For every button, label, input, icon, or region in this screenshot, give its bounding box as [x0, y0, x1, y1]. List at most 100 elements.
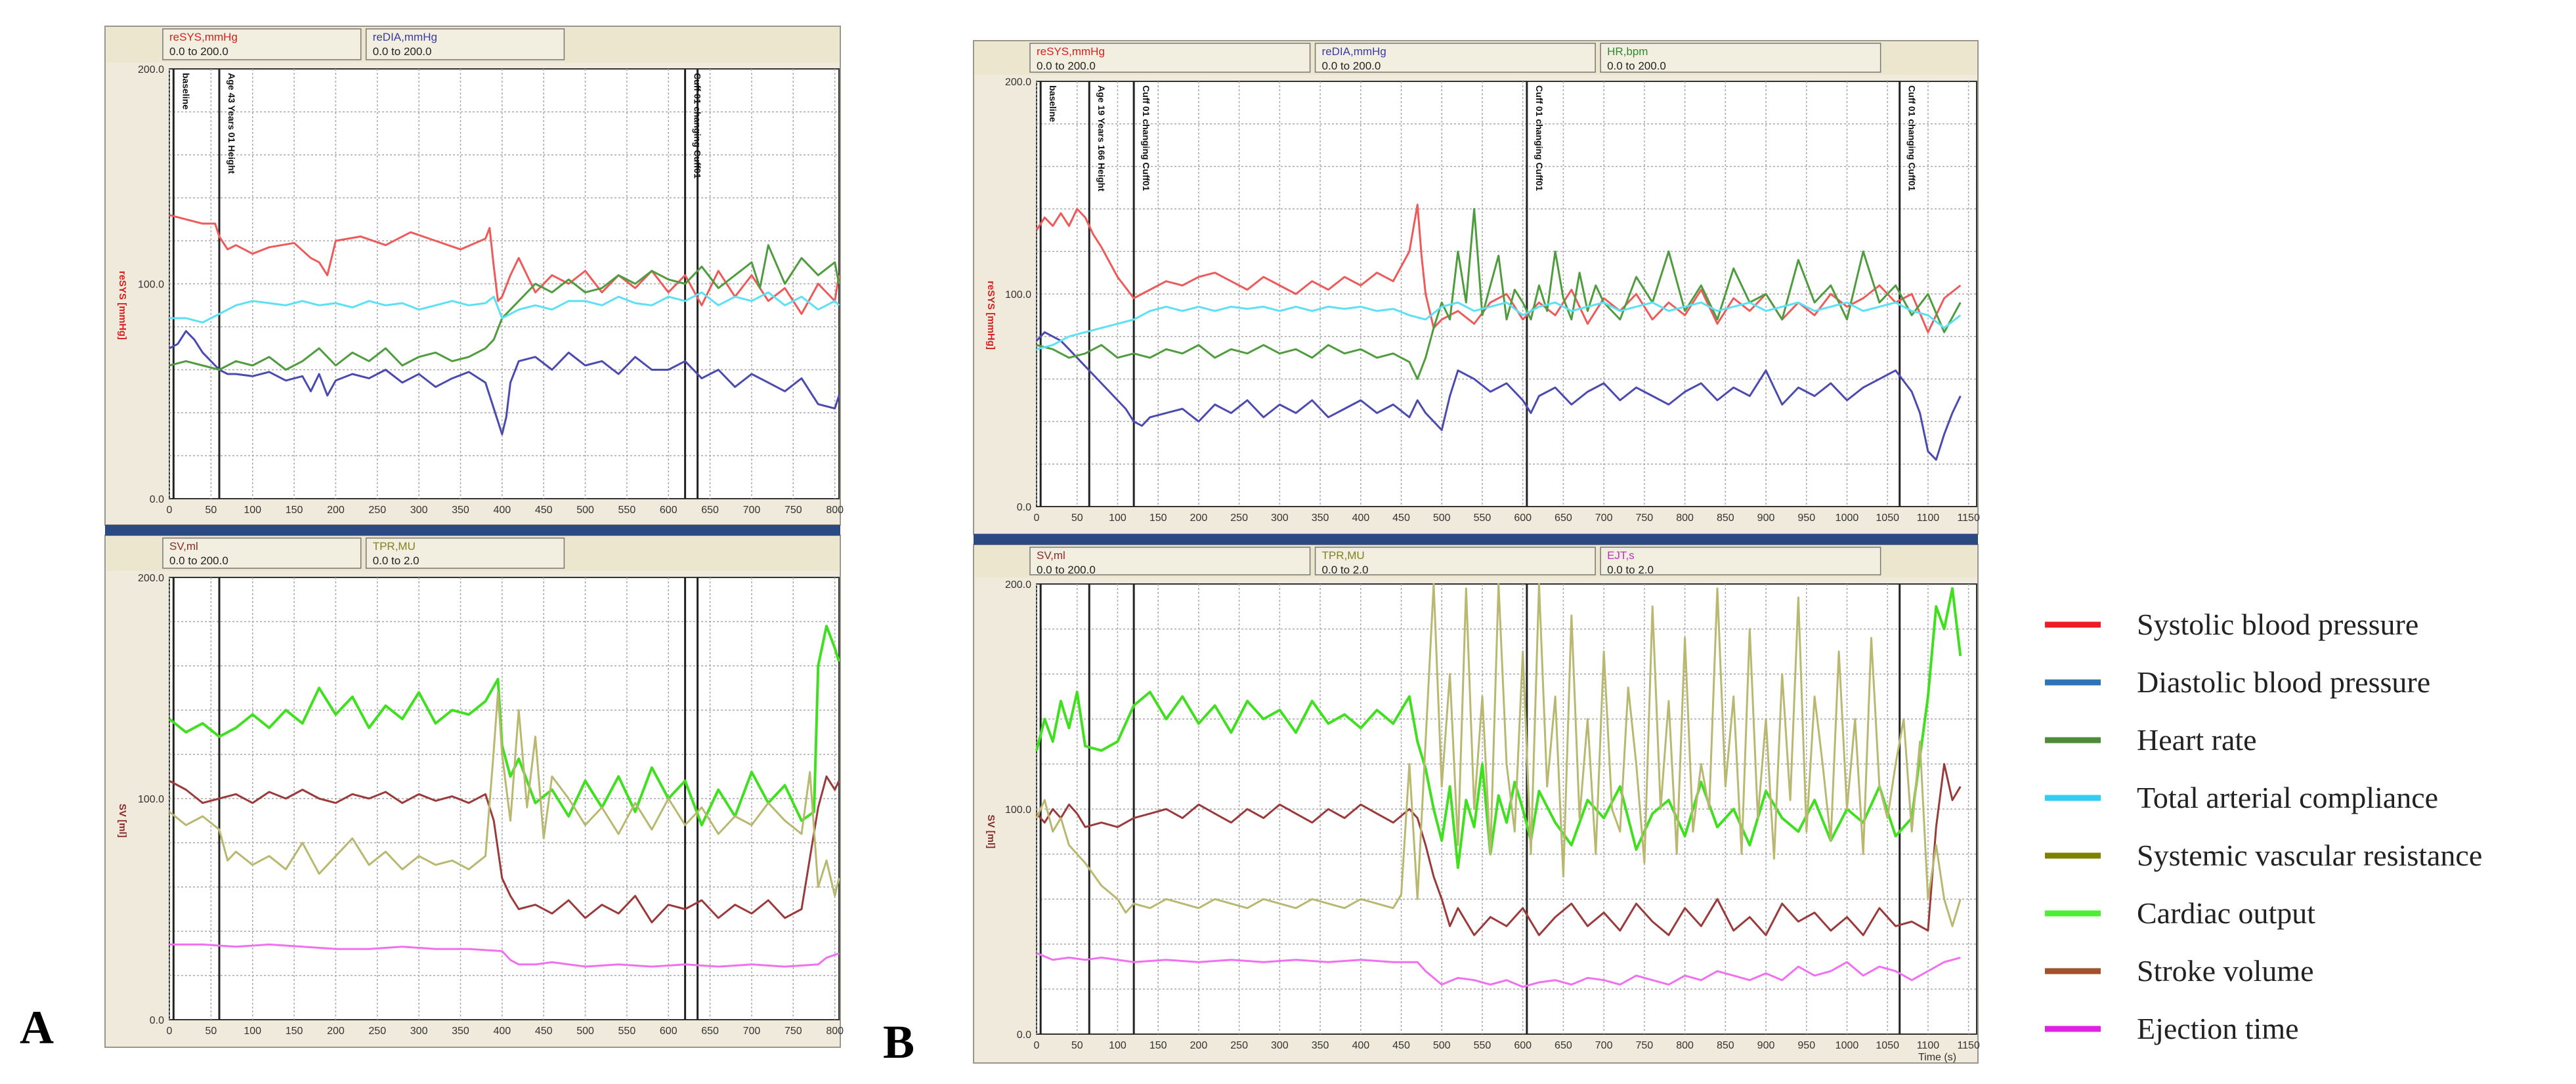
x-tick-label: 700	[1595, 512, 1613, 524]
grid	[1036, 584, 1977, 1034]
channel-name-0: reSYS,mmHg	[169, 31, 238, 43]
grid	[169, 577, 839, 1020]
x-tick-label: 800	[826, 1026, 844, 1037]
channel-range-2: 0.0 to 200.0	[1607, 60, 1666, 72]
channel-name-1: TPR,MU	[373, 540, 416, 552]
x-tick-label: 0	[167, 1026, 173, 1037]
x-tick-label: 450	[1392, 512, 1410, 524]
x-tick-label: 50	[205, 505, 217, 516]
y-tick-label: 100.0	[1005, 804, 1031, 816]
x-tick-label: 450	[535, 505, 553, 516]
x-tick-label: 150	[286, 1026, 303, 1037]
x-tick-label: 0	[167, 505, 173, 516]
x-tick-label: 850	[1717, 512, 1734, 524]
channel-range-0: 0.0 to 200.0	[169, 554, 228, 567]
series-line-systemic-vascular-resistance	[1035, 583, 1962, 927]
x-tick-label: 750	[1636, 1040, 1654, 1051]
channel-name-1: reDIA,mmHg	[373, 31, 437, 43]
x-tick-label: 100	[1109, 512, 1127, 524]
x-tick-label: 300	[410, 505, 428, 516]
x-tick-label: 350	[452, 1026, 469, 1037]
x-tick-label: 350	[1312, 1040, 1329, 1051]
x-tick-label: 900	[1757, 512, 1775, 524]
x-tick-label: 350	[1312, 512, 1329, 524]
x-tick-label: 500	[1433, 512, 1451, 524]
x-tick-label: 1050	[1876, 1040, 1899, 1051]
series-line-heart-rate	[1036, 207, 1962, 381]
x-tick-label: 650	[701, 1026, 719, 1037]
x-tick-label: 400	[493, 1026, 511, 1037]
x-tick-label: 800	[1676, 1040, 1694, 1051]
chart-a-bottom: SV,ml 0.0 to 200.0 TPR,MU 0.0 to 2.0 0 50 100 1…	[104, 535, 844, 1048]
x-tick-label: 300	[1271, 1040, 1289, 1051]
series-line-systemic-vascular-resistance	[169, 691, 840, 897]
channel-range-1: 0.0 to 2.0	[373, 554, 419, 567]
channel-name-0: SV,ml	[1037, 549, 1065, 562]
x-tick-label: 0	[1034, 1040, 1040, 1051]
x-tick-label: 150	[1149, 1040, 1167, 1051]
y-axis-label: reSYS [mmHg]	[985, 281, 997, 350]
chart-a-top: reSYS,mmHg 0.0 to 200.0 reDIA,mmHg 0.0 to 2…	[104, 26, 844, 526]
x-tick-label: 400	[493, 505, 511, 516]
x-tick-label: 500	[1433, 1040, 1451, 1051]
x-tick-label: 250	[368, 1026, 386, 1037]
legend-label-3: Total arterial compliance	[2137, 781, 2438, 814]
channel-header-1	[1314, 43, 1596, 73]
x-tick-label: 650	[1555, 1040, 1572, 1051]
y-axis-label: reSYS [mmHg]	[117, 271, 128, 340]
x-tick-label: 250	[1230, 1040, 1248, 1051]
x-tick-label: 600	[1514, 1040, 1532, 1051]
event-marker-label: Age 43 Years 01 Height	[226, 73, 237, 174]
event-marker-label: Cuff 01 changing Cuff01	[1907, 85, 1918, 191]
event-marker-label: baseline	[181, 73, 191, 110]
x-tick-label: 1050	[1876, 512, 1899, 524]
event-marker-label: Cuff 01 changing Cuff01	[693, 73, 703, 178]
channel-header-0	[162, 28, 362, 60]
channel-range-1: 0.0 to 200.0	[1322, 60, 1381, 72]
x-tick-label: 1100	[1917, 1040, 1940, 1051]
channel-header-1	[365, 28, 565, 60]
x-tick-label: 500	[576, 1026, 594, 1037]
grid	[1036, 81, 1977, 507]
legend-label-5: Cardiac output	[2137, 896, 2315, 930]
y-axis-label: SV [ml]	[117, 804, 128, 838]
channel-range-0: 0.0 to 200.0	[1037, 60, 1096, 72]
x-tick-label: 500	[576, 505, 594, 516]
x-tick-label: 0	[1034, 512, 1040, 524]
x-tick-label: 950	[1797, 512, 1815, 524]
legend-label-0: Systolic blood pressure	[2137, 608, 2418, 641]
channel-header-2	[1600, 43, 1881, 73]
x-tick-label: 50	[1071, 1040, 1083, 1051]
x-tick-label: 750	[784, 505, 802, 516]
x-tick-label: 1150	[1957, 1040, 1980, 1051]
x-tick-label: 400	[1352, 512, 1369, 524]
y-tick-label: 100.0	[138, 794, 164, 805]
channel-header-0	[1029, 43, 1311, 73]
x-tick-label: 700	[1595, 1040, 1613, 1051]
y-tick-label: 0.0	[1017, 1030, 1031, 1041]
y-axis-label: SV [ml]	[985, 814, 997, 848]
series-line-systolic-blood-pressure	[169, 214, 840, 315]
x-tick-label: 650	[701, 505, 719, 516]
y-tick-label: 200.0	[1005, 77, 1031, 88]
channel-header-0	[1029, 547, 1311, 575]
x-tick-label: 550	[618, 1026, 636, 1037]
x-tick-label: 700	[743, 505, 761, 516]
channel-range-0: 0.0 to 200.0	[1037, 564, 1096, 576]
legend-label-1: Diastolic blood pressure	[2137, 665, 2430, 699]
x-tick-label: 550	[1474, 512, 1492, 524]
x-tick-label: 1000	[1835, 512, 1859, 524]
channel-name-0: reSYS,mmHg	[1037, 45, 1105, 58]
x-tick-label: 750	[1636, 512, 1654, 524]
x-tick-label: 1150	[1957, 512, 1980, 524]
x-tick-label: 600	[660, 505, 677, 516]
series-line-stroke-volume	[169, 775, 840, 924]
x-tick-label: 200	[327, 1026, 345, 1037]
x-tick-label: 350	[452, 505, 469, 516]
channel-header-2	[1600, 547, 1881, 575]
legend-label-6: Stroke volume	[2137, 954, 2314, 988]
x-tick-label: 100	[1109, 1040, 1127, 1051]
series-line-ejection-time	[169, 943, 840, 968]
x-tick-label: 950	[1797, 1040, 1815, 1051]
panel-letter-b: B	[883, 1016, 914, 1068]
